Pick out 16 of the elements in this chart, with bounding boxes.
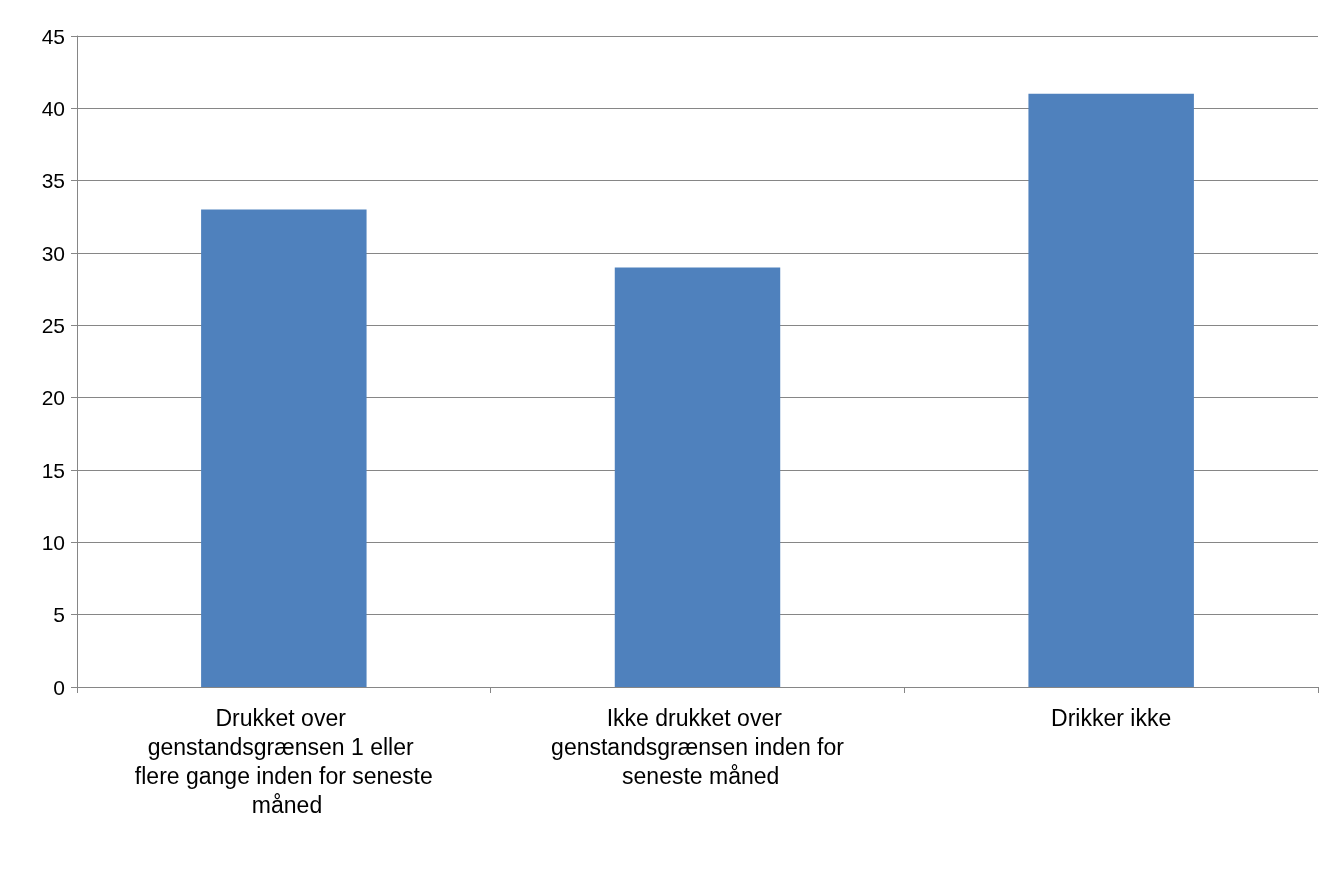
y-tick-label: 40 xyxy=(41,96,65,120)
y-tick-label: 20 xyxy=(41,386,65,410)
y-tick-label: 0 xyxy=(53,675,65,699)
bar xyxy=(614,267,781,687)
x-tick-label: Ikke drukket over genstandsgrænsen inden for seneste måned xyxy=(551,704,845,789)
y-tick-label: 5 xyxy=(53,603,65,627)
y-tick-label: 45 xyxy=(41,24,65,48)
x-tick-label: Drukket over genstandsgrænsen 1 eller flere gange inden for seneste måned xyxy=(134,704,433,818)
bar xyxy=(201,209,367,687)
x-tick-label: Drikker ikke xyxy=(1051,704,1172,731)
y-tick-label: 15 xyxy=(41,458,65,482)
y-tick-label: 35 xyxy=(41,169,65,193)
y-tick-label: 30 xyxy=(41,241,65,265)
y-tick-label: 25 xyxy=(41,313,65,337)
y-tick-label: 10 xyxy=(41,530,65,554)
bar xyxy=(1028,93,1194,687)
